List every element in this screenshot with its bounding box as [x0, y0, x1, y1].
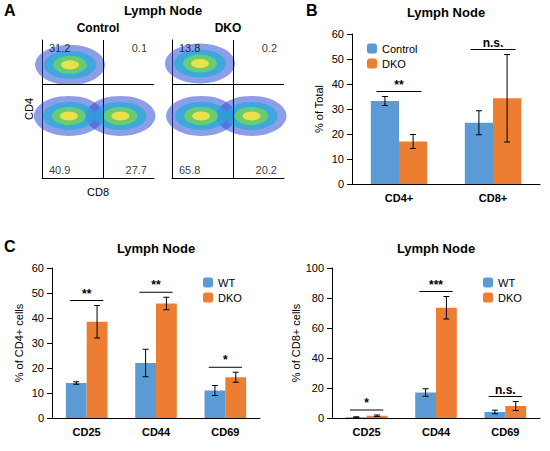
svg-text:CD8: CD8	[87, 186, 109, 198]
svg-text:0.1: 0.1	[132, 42, 147, 54]
svg-text:DKO: DKO	[382, 58, 406, 70]
svg-text:*: *	[223, 353, 228, 367]
svg-text:CD44: CD44	[142, 426, 171, 438]
svg-text:65.8: 65.8	[179, 164, 200, 176]
svg-text:B: B	[306, 2, 318, 19]
svg-text:20.2: 20.2	[256, 164, 277, 176]
svg-text:20: 20	[32, 362, 44, 374]
svg-text:CD4+: CD4+	[385, 192, 413, 204]
svg-text:% of CD4+ cells: % of CD4+ cells	[13, 303, 25, 382]
svg-text:% of Total: % of Total	[313, 85, 325, 133]
svg-text:WT: WT	[218, 277, 235, 289]
svg-text:31.2: 31.2	[49, 42, 70, 54]
svg-text:50: 50	[332, 53, 344, 65]
svg-text:% of CD8+ cells: % of CD8+ cells	[290, 303, 302, 382]
svg-text:CD69: CD69	[211, 426, 239, 438]
svg-text:20: 20	[312, 382, 324, 394]
svg-text:DKO: DKO	[498, 292, 522, 304]
svg-text:60: 60	[32, 262, 44, 274]
svg-text:0: 0	[338, 178, 344, 190]
svg-text:DKO: DKO	[218, 292, 242, 304]
svg-text:DKO: DKO	[215, 21, 242, 35]
svg-text:100: 100	[306, 262, 324, 274]
svg-text:**: **	[151, 278, 161, 292]
svg-text:30: 30	[332, 103, 344, 115]
svg-text:80: 80	[312, 292, 324, 304]
svg-text:***: ***	[429, 278, 443, 292]
svg-text:50: 50	[32, 287, 44, 299]
svg-text:C: C	[4, 238, 16, 255]
svg-text:13.8: 13.8	[179, 42, 200, 54]
svg-text:CD69: CD69	[491, 426, 519, 438]
svg-text:CD8+: CD8+	[479, 192, 507, 204]
svg-text:Lymph Node: Lymph Node	[124, 3, 202, 18]
svg-text:Control: Control	[77, 21, 120, 35]
svg-text:CD44: CD44	[422, 426, 451, 438]
svg-text:CD25: CD25	[353, 426, 381, 438]
svg-text:A: A	[4, 2, 16, 19]
svg-text:10: 10	[32, 387, 44, 399]
svg-text:40.9: 40.9	[49, 164, 70, 176]
svg-text:0: 0	[38, 412, 44, 424]
svg-text:40: 40	[312, 352, 324, 364]
svg-text:**: **	[82, 287, 92, 301]
svg-text:27.7: 27.7	[126, 164, 147, 176]
svg-text:30: 30	[32, 337, 44, 349]
svg-text:n.s.: n.s.	[495, 383, 516, 397]
svg-text:CD4: CD4	[23, 98, 35, 120]
svg-text:60: 60	[332, 28, 344, 40]
svg-text:*: *	[364, 396, 369, 410]
svg-text:60: 60	[312, 322, 324, 334]
svg-text:**: **	[394, 78, 404, 92]
svg-text:n.s.: n.s.	[483, 36, 504, 50]
svg-text:10: 10	[332, 153, 344, 165]
svg-text:40: 40	[332, 78, 344, 90]
svg-text:Lymph Node: Lymph Node	[117, 241, 195, 256]
svg-text:WT: WT	[498, 277, 515, 289]
svg-text:0.2: 0.2	[262, 42, 277, 54]
svg-text:Lymph Node: Lymph Node	[407, 5, 485, 20]
svg-text:Control: Control	[382, 43, 417, 55]
svg-text:CD25: CD25	[73, 426, 101, 438]
svg-text:Lymph Node: Lymph Node	[397, 241, 475, 256]
svg-text:20: 20	[332, 128, 344, 140]
svg-text:40: 40	[32, 312, 44, 324]
svg-text:0: 0	[318, 412, 324, 424]
